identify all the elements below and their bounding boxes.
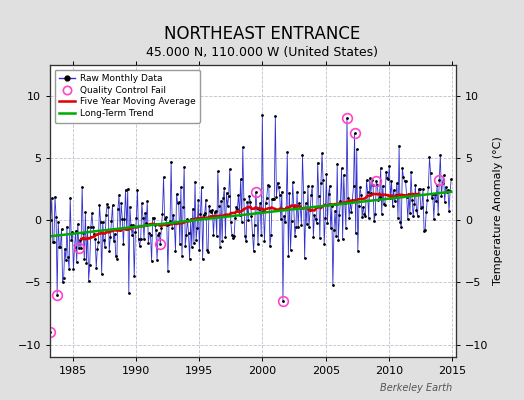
Y-axis label: Temperature Anomaly (°C): Temperature Anomaly (°C) xyxy=(493,137,503,285)
Text: 45.000 N, 110.000 W (United States): 45.000 N, 110.000 W (United States) xyxy=(146,46,378,59)
Legend: Raw Monthly Data, Quality Control Fail, Five Year Moving Average, Long-Term Tren: Raw Monthly Data, Quality Control Fail, … xyxy=(54,70,200,123)
Text: NORTHEAST ENTRANCE: NORTHEAST ENTRANCE xyxy=(164,25,360,43)
Text: Berkeley Earth: Berkeley Earth xyxy=(380,383,452,393)
